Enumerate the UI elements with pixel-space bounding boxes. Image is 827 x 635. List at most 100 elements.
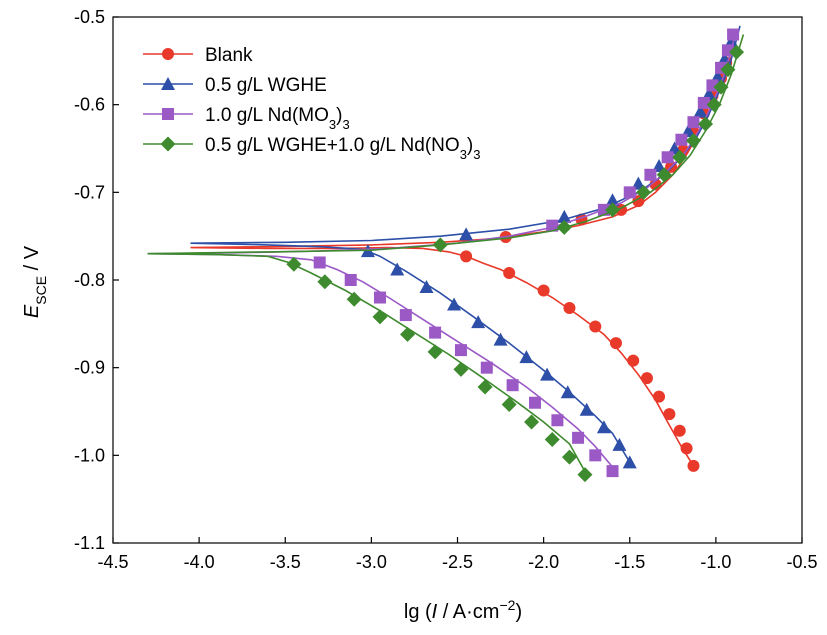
data-point: [693, 104, 708, 118]
data-point: [687, 116, 700, 129]
data-point: [622, 455, 637, 469]
data-point: [605, 202, 621, 218]
data-point: [672, 149, 688, 165]
data-point: [589, 449, 602, 462]
y-tick-label: -0.8: [74, 270, 105, 290]
data-point: [609, 337, 622, 350]
data-point: [399, 309, 412, 322]
data-point: [697, 96, 710, 109]
data-point: [627, 354, 640, 367]
data-point: [710, 69, 725, 83]
data-point: [720, 62, 736, 78]
legend-label: 0.5 g/L WGHE: [205, 75, 327, 96]
data-point: [453, 361, 469, 377]
data-point: [698, 116, 714, 132]
data-point: [724, 34, 739, 48]
y-tick-label: -0.7: [74, 182, 105, 202]
data-point: [653, 390, 666, 403]
data-point: [480, 361, 493, 374]
y-tick-label: -1.1: [74, 533, 105, 553]
legend-marker: [160, 136, 176, 152]
data-point: [313, 256, 326, 269]
data-point: [579, 402, 594, 416]
data-point: [631, 176, 646, 190]
data-point: [640, 372, 653, 385]
data-point: [572, 431, 585, 444]
data-point: [346, 291, 362, 307]
data-point: [727, 28, 740, 41]
series-line: [147, 34, 745, 475]
legend-marker: [162, 48, 174, 60]
data-point: [419, 280, 434, 294]
data-point: [560, 385, 575, 399]
data-point: [675, 133, 688, 146]
data-point: [427, 344, 443, 360]
data-point: [493, 332, 508, 346]
data-point: [652, 159, 667, 173]
data-point: [459, 227, 474, 241]
data-point: [540, 367, 555, 381]
data-point: [372, 309, 388, 325]
data-point: [344, 274, 357, 286]
data-point: [701, 87, 716, 101]
y-tick-label: -0.5: [74, 7, 105, 27]
data-point: [644, 168, 657, 181]
legend-item-4: 0.5 g/L WGHE+1.0 g/L Nd(NO3)3: [143, 135, 480, 162]
data-point: [713, 79, 729, 95]
data-point: [373, 291, 386, 304]
data-point: [546, 219, 559, 232]
data-point: [623, 186, 636, 199]
x-tick-label: -4.5: [97, 552, 128, 572]
data-point: [454, 344, 467, 357]
data-point: [286, 256, 302, 272]
data-point: [447, 297, 462, 311]
x-tick-label: -3.0: [356, 552, 387, 572]
data-point: [577, 467, 593, 483]
data-point: [706, 97, 722, 113]
plot-area: [147, 25, 745, 483]
data-point: [729, 44, 745, 60]
data-point: [519, 350, 534, 364]
y-tick-label: -1.0: [74, 445, 105, 465]
y-tick-label: -0.9: [74, 358, 105, 378]
data-point: [681, 123, 696, 137]
data-point: [432, 237, 448, 253]
data-point: [317, 274, 333, 290]
data-point: [524, 414, 540, 430]
data-point: [556, 219, 572, 235]
data-point: [687, 459, 700, 472]
legend-item-1: Blank: [143, 45, 253, 66]
x-tick-label: -1.0: [700, 552, 731, 572]
data-point: [673, 424, 686, 437]
x-tick-label: -1.5: [614, 552, 645, 572]
data-point: [649, 178, 662, 191]
legend-marker: [162, 108, 174, 120]
data-point: [612, 437, 627, 451]
data-point: [661, 151, 674, 164]
data-point: [544, 432, 560, 448]
data-point: [685, 133, 701, 149]
data-point: [471, 315, 486, 329]
data-point: [429, 326, 442, 339]
data-point: [667, 141, 682, 155]
data-point: [589, 320, 602, 333]
data-point: [551, 414, 564, 427]
data-point: [537, 284, 550, 297]
data-point: [596, 420, 611, 434]
data-point: [529, 396, 542, 409]
legend-label: 1.0 g/L Nd(MO3)3: [205, 105, 350, 132]
legend-label: 0.5 g/L WGHE+1.0 g/L Nd(NO3)3: [205, 135, 480, 162]
x-tick-label: -2.5: [442, 552, 473, 572]
data-point: [460, 250, 473, 263]
x-tick-label: -0.5: [786, 552, 817, 572]
data-point: [390, 262, 405, 276]
data-point: [557, 209, 572, 223]
legend-item-2: 0.5 g/L WGHE: [143, 75, 327, 96]
legend: Blank 0.5 g/L WGHE 1.0 g/L Nd(MO3)3 0.5 g/L…: [143, 45, 480, 162]
data-point: [501, 396, 517, 412]
data-point: [663, 408, 676, 421]
data-point: [503, 266, 516, 279]
x-tick-label: -3.5: [270, 552, 301, 572]
